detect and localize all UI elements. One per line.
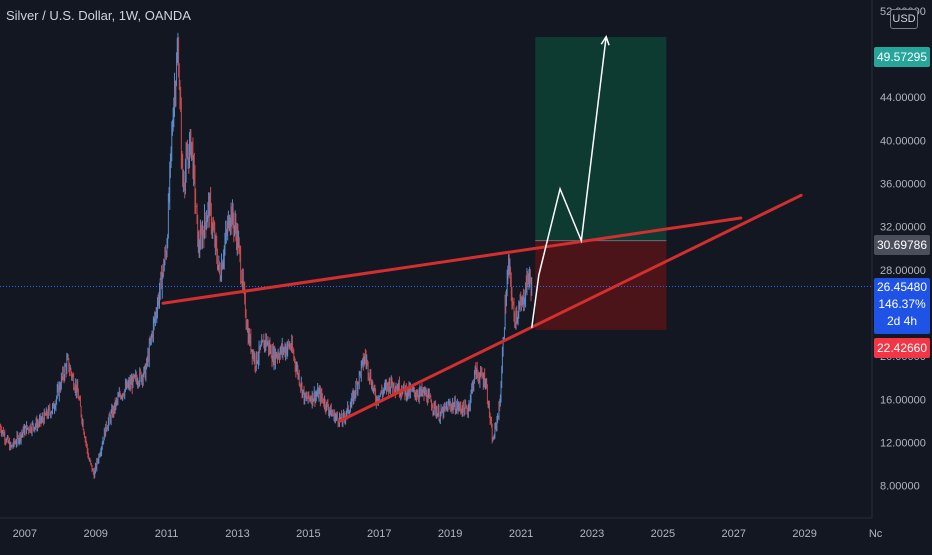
x-tick-label: Nc: [869, 528, 883, 540]
projection-path: [530, 36, 607, 329]
current-change-value: 146.37%: [878, 297, 926, 311]
target-price-tag: 49.57295: [874, 47, 930, 67]
entry-price-tag: 30.69786: [874, 235, 930, 255]
position-zones: [0, 36, 872, 330]
trendline-2: [338, 193, 803, 423]
x-tick-label: 2019: [438, 528, 462, 540]
x-tick-label: 2017: [367, 528, 391, 540]
y-tick-label: 40.00000: [880, 135, 926, 147]
stop-price-tag: 22.42660: [874, 338, 930, 358]
x-tick-label: 2027: [722, 528, 746, 540]
x-tick-label: 2023: [580, 528, 604, 540]
drawings: [161, 34, 803, 423]
y-tick-label: 16.00000: [880, 394, 926, 406]
bar-countdown: 2d 4h: [886, 314, 918, 328]
x-tick-label: 2015: [296, 528, 320, 540]
x-tick-label: 2009: [83, 528, 107, 540]
currency-unit-button[interactable]: USD: [890, 9, 918, 29]
y-tick-label: 44.00000: [880, 92, 926, 104]
current-price-tag: 26.45480 146.37% 2d 4h: [874, 278, 930, 334]
target-zone: [535, 36, 667, 241]
x-tick-label: 2029: [792, 528, 816, 540]
projection-arrowhead: [600, 34, 610, 46]
y-tick-label: 32.00000: [880, 222, 926, 234]
trendline-1: [161, 216, 743, 305]
x-tick-label: 2021: [509, 528, 533, 540]
y-tick-label: 36.00000: [880, 178, 926, 190]
y-tick-label: 28.00000: [880, 265, 926, 277]
candles: [0, 32, 533, 480]
current-price-value: 26.45480: [876, 280, 928, 294]
y-tick-label: 12.00000: [880, 437, 926, 449]
axes: 2007 2009 2011 2013 2015 2017 2019 2021 2023 2025…: [0, 0, 926, 540]
x-tick-label: 2025: [651, 528, 675, 540]
x-tick-label: 2011: [155, 528, 179, 540]
x-tick-label: 2007: [13, 528, 37, 540]
y-tick-label: 8.00000: [880, 481, 920, 493]
x-tick-label: 2013: [225, 528, 249, 540]
chart-title: Silver / U.S. Dollar, 1W, OANDA: [6, 8, 191, 23]
